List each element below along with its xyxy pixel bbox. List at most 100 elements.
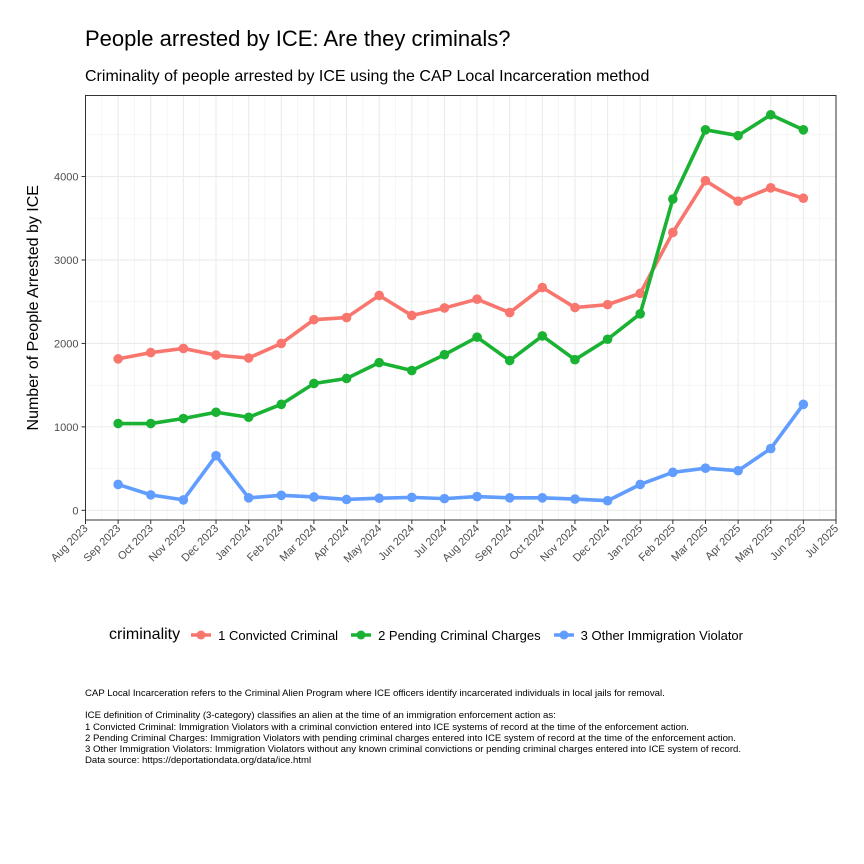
- data-point: [407, 492, 417, 503]
- data-point: [537, 282, 548, 293]
- footnote-line: Data source: https://deportationdata.org…: [85, 755, 312, 767]
- data-point: [374, 493, 384, 504]
- data-point: [602, 299, 613, 310]
- series-2: [113, 109, 809, 429]
- data-point: [113, 354, 123, 364]
- data-point: [700, 463, 711, 473]
- data-point: [798, 193, 809, 204]
- y-tick-label: 4000: [54, 172, 78, 184]
- data-point: [145, 418, 156, 429]
- y-axis-label: Number of People Arrested by ICE: [25, 185, 42, 430]
- data-point: [570, 302, 580, 313]
- data-point: [341, 373, 352, 384]
- x-tick-label: Jun 2025: [768, 523, 808, 563]
- legend-item: 2 Pending Criminal Charges: [350, 628, 541, 643]
- footnote-line: 2 Pending Criminal Charges: Immigration …: [85, 732, 736, 744]
- data-point: [798, 124, 809, 135]
- legend-key-icon: [553, 630, 574, 640]
- data-point: [374, 290, 384, 301]
- data-point: [309, 378, 319, 389]
- series-1: [113, 175, 809, 364]
- series-line: [117, 403, 805, 503]
- data-point: [504, 355, 515, 366]
- y-tick-label: 0: [72, 505, 78, 517]
- footnote-line: [85, 699, 741, 710]
- y-tick-label: 3000: [54, 255, 78, 267]
- legend-key-icon: [351, 630, 372, 640]
- data-point: [243, 353, 254, 363]
- data-point: [635, 309, 646, 319]
- data-point: [668, 194, 678, 204]
- legend-key-icon: [191, 630, 212, 640]
- chart-subtitle: Criminality of people arrested by ICE us…: [85, 68, 650, 85]
- legend-label: 1 Convicted Criminal: [218, 627, 339, 643]
- data-point: [472, 332, 482, 342]
- data-point: [145, 490, 156, 500]
- data-point: [341, 494, 352, 505]
- y-tick-label: 1000: [54, 422, 78, 434]
- data-point: [537, 493, 548, 503]
- data-point: [211, 350, 221, 360]
- data-point: [602, 334, 613, 345]
- data-point: [765, 109, 776, 120]
- data-point: [472, 491, 482, 502]
- data-point: [504, 493, 515, 503]
- data-point: [374, 357, 384, 368]
- data-point: [668, 467, 678, 478]
- data-point: [341, 312, 352, 323]
- data-point: [570, 494, 580, 504]
- footnote-line: 3 Other Immigration Violators: Immigrati…: [85, 744, 742, 756]
- data-point: [276, 490, 287, 501]
- data-point: [211, 407, 221, 418]
- data-point: [602, 495, 613, 506]
- data-point: [700, 175, 711, 186]
- data-point: [309, 492, 319, 502]
- data-point: [178, 495, 189, 505]
- data-point: [635, 288, 646, 299]
- data-point: [407, 310, 417, 321]
- data-point: [733, 130, 743, 141]
- data-point: [113, 418, 123, 429]
- data-point: [668, 227, 678, 238]
- series-line: [118, 112, 805, 426]
- legend: criminality 1 Convicted Criminal 2 Pendin…: [0, 626, 864, 644]
- data-point: [798, 399, 809, 410]
- data-point: [700, 124, 711, 135]
- data-point: [276, 338, 287, 349]
- chart-title: People arrested by ICE: Are they crimina…: [85, 26, 511, 51]
- legend-label: 2 Pending Criminal Charges: [378, 627, 541, 643]
- data-point: [276, 399, 287, 410]
- data-point: [211, 450, 221, 461]
- series-3: [113, 399, 809, 506]
- data-point: [178, 413, 189, 424]
- footnote-line: 1 Convicted Criminal: Immigration Violat…: [85, 721, 689, 733]
- data-point: [635, 479, 646, 490]
- data-point: [113, 479, 123, 490]
- legend-item: 3 Other Immigration Violator: [553, 628, 743, 643]
- data-point: [765, 182, 776, 193]
- footnotes: CAP Local Incarceration refers to the Cr…: [85, 688, 741, 766]
- footnote-line: CAP Local Incarceration refers to the Cr…: [85, 688, 665, 699]
- data-point: [439, 349, 450, 360]
- y-tick-label: 2000: [54, 338, 78, 350]
- footnote-line: ICE definition of Criminality (3-categor…: [85, 710, 556, 722]
- data-point: [145, 347, 156, 358]
- data-point: [439, 303, 450, 313]
- x-tick-label: Jun 2024: [376, 523, 416, 563]
- data-point: [733, 465, 743, 476]
- data-point: [309, 314, 319, 325]
- data-point: [504, 307, 515, 318]
- plot-border: [85, 95, 837, 521]
- legend-item: 1 Convicted Criminal: [190, 628, 338, 643]
- data-point: [439, 493, 450, 504]
- data-point: [570, 354, 580, 365]
- x-tick-label: Jul 2025: [803, 523, 841, 561]
- data-point: [243, 412, 254, 423]
- legend-label: 3 Other Immigration Violator: [580, 627, 743, 643]
- data-point: [765, 443, 776, 454]
- series-line: [117, 178, 804, 361]
- legend-title: criminality: [109, 626, 181, 643]
- data-point: [243, 493, 254, 503]
- data-point: [537, 331, 548, 341]
